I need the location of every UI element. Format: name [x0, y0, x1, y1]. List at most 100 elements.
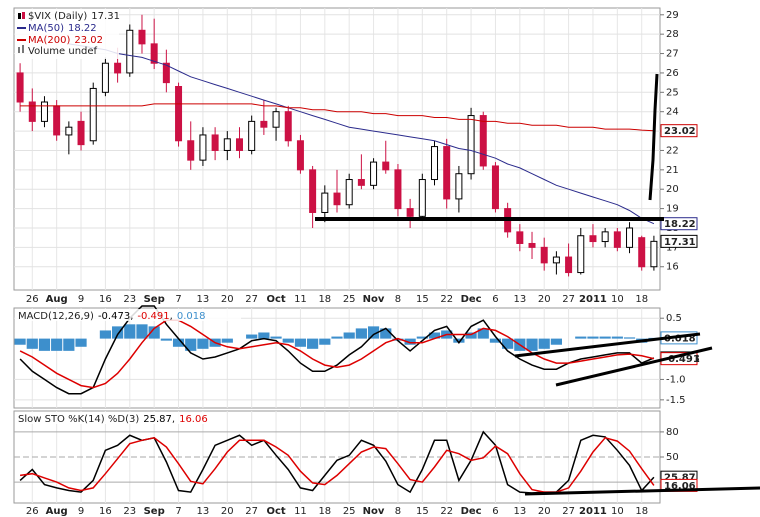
candle-body [260, 120, 268, 128]
histogram-bar [197, 338, 209, 349]
x-tick-label: Dec [461, 294, 482, 305]
x-tick-label: 8 [395, 506, 401, 517]
histogram-bar [319, 338, 331, 345]
x-tick-label: 20 [538, 294, 551, 305]
candle-body [650, 240, 658, 268]
header-separator: , [170, 311, 173, 322]
histogram-bar [550, 338, 562, 345]
annotations [315, 73, 760, 496]
histogram-bar [148, 326, 160, 339]
candle-body [150, 43, 158, 64]
candle-body [528, 242, 536, 248]
candle-body [223, 138, 231, 151]
candle-body [199, 134, 207, 161]
candle-body [272, 111, 280, 128]
x-tick-label: 16 [99, 506, 112, 517]
y-tick-label: 19 [666, 204, 679, 215]
x-tick-label: 15 [416, 506, 429, 517]
x-tick-label: 18 [318, 294, 331, 305]
x-tick-label: 18 [318, 506, 331, 517]
legend-value: 17.31 [91, 11, 120, 22]
candle-body [40, 101, 48, 122]
candle-body [126, 29, 134, 74]
spike-line [648, 73, 659, 201]
x-tick-label: Nov [363, 294, 385, 305]
x-tick-label: Oct [266, 506, 285, 517]
x-tick-label: 9 [78, 506, 84, 517]
histogram-bar [270, 336, 282, 339]
header-separator: , [130, 311, 133, 322]
panel [13, 7, 661, 291]
panel [13, 410, 661, 504]
y-tick-label: 26 [666, 68, 679, 79]
candle-body [333, 192, 341, 206]
x-tick-label: 27 [562, 506, 575, 517]
candle-body [431, 146, 439, 181]
histogram-bar [538, 338, 550, 349]
histogram-bar [99, 330, 112, 339]
histogram-bar [453, 338, 465, 343]
header-bg [15, 309, 241, 321]
candle-body [394, 169, 402, 210]
header-separator: , [172, 414, 175, 425]
x-tick-label: 2011 [579, 506, 607, 517]
histogram-bar [611, 336, 623, 339]
histogram-bar [38, 338, 51, 351]
candle-body [589, 235, 597, 243]
last-value-label: 25.87 [664, 473, 696, 484]
histogram-bar [75, 338, 87, 347]
y-tick-label: 25 [666, 87, 679, 98]
legend-icon [18, 13, 21, 19]
x-tick-label: 18 [635, 294, 648, 305]
x-tick-label: 20 [538, 506, 551, 517]
y-tick-label: 16 [666, 262, 679, 273]
candle-body [406, 208, 414, 217]
candle-body [162, 62, 170, 84]
last-value-box [660, 217, 698, 231]
candle-body [89, 87, 97, 142]
candle-body [601, 231, 609, 243]
histogram-bar [489, 338, 502, 343]
candle-body [28, 101, 36, 122]
candle-body [516, 231, 524, 244]
x-tick-label: 7 [175, 506, 181, 517]
y-tick-label: -1.0 [666, 374, 686, 385]
candle-body [455, 173, 463, 200]
histogram-bar [404, 338, 416, 345]
x-tick-label: 13 [513, 294, 526, 305]
candle-body [577, 235, 585, 274]
candle-body [175, 85, 183, 142]
candle-body [491, 165, 499, 210]
last-value-label: -0.491 [664, 354, 700, 365]
candle-body [114, 62, 122, 74]
macd-line [19, 319, 655, 389]
candle-body [138, 29, 146, 45]
candle-body [357, 179, 365, 186]
histogram-bar [623, 337, 636, 339]
legend-name: MA(50) [28, 23, 64, 34]
histogram-bar [502, 338, 514, 349]
legend-title: $VIX (Daily) [28, 11, 87, 22]
last-value-box [660, 124, 698, 138]
candle-body [53, 105, 61, 136]
x-tick-label: 27 [562, 294, 575, 305]
legend-icon [22, 12, 25, 19]
histogram-bar [307, 338, 319, 349]
candle-body [382, 161, 390, 171]
header-value: 0.018 [177, 311, 206, 322]
candle-body [309, 169, 317, 213]
legend-icon [22, 45, 24, 53]
histogram-bar [160, 338, 172, 341]
legend-value: 18.22 [68, 23, 97, 34]
ma-line [68, 43, 655, 225]
x-tick-label: 2011 [579, 294, 607, 305]
x-tick-label: 26 [26, 506, 39, 517]
sto-trend-line [524, 486, 760, 496]
candle-body [613, 231, 621, 248]
legend-text: MA(50) 18.22 [28, 23, 97, 34]
macd-trend-line [555, 346, 713, 387]
x-tick-label: 18 [635, 506, 648, 517]
histogram-bar [526, 338, 538, 351]
header-value: -0.491 [137, 311, 169, 322]
